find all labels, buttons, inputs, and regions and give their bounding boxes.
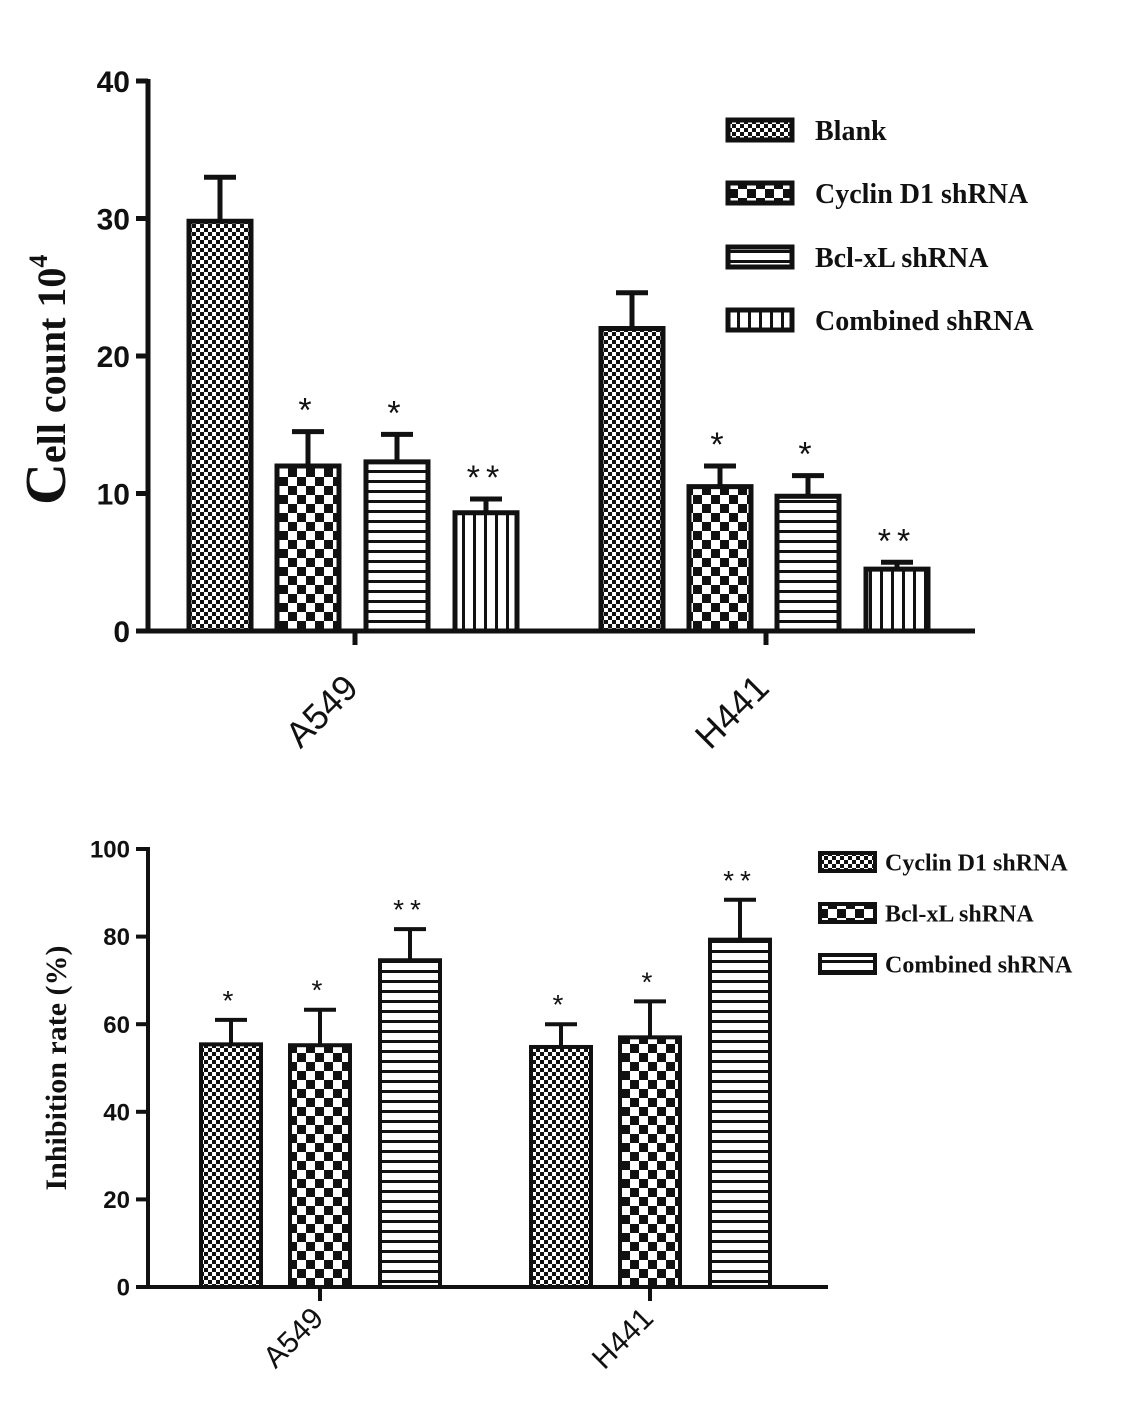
legend-label: Cyclin D1 shRNA	[885, 850, 1068, 876]
legend-label: Cyclin D1 shRNA	[815, 179, 1029, 210]
legend-swatch	[725, 307, 795, 333]
significance-mark: *	[553, 989, 570, 1020]
y-tick-label: 0	[117, 1275, 130, 1302]
y-axis-title: Inhibition rate (%)	[40, 945, 73, 1190]
y-tick-label: 10	[97, 478, 130, 511]
significance-mark: *	[387, 394, 406, 432]
significance-mark: *	[642, 966, 659, 997]
legend-label: Bcl-xL shRNA	[885, 901, 1034, 927]
y-axis-title-cap: C	[13, 463, 78, 505]
bar	[863, 566, 931, 634]
bar	[186, 218, 254, 634]
legend-swatch	[725, 244, 795, 270]
significance-mark: **	[467, 459, 505, 497]
legend-label: Combined shRNA	[815, 306, 1034, 337]
significance-mark: *	[710, 426, 729, 464]
y-tick-label: 40	[97, 66, 130, 99]
x-category-label: A549	[257, 1302, 330, 1375]
y-tick-label: 80	[103, 924, 130, 951]
legend-swatch	[725, 180, 795, 206]
bar	[288, 1043, 352, 1289]
significance-mark: *	[298, 392, 317, 430]
significance-mark: **	[878, 522, 916, 560]
bar	[618, 1035, 682, 1289]
legend-label: Combined shRNA	[885, 952, 1073, 978]
bar	[774, 493, 842, 634]
y-tick-label: 60	[103, 1012, 130, 1039]
bar	[452, 510, 520, 634]
bar	[199, 1042, 263, 1290]
legend-swatch	[818, 902, 877, 924]
y-tick-label: 20	[97, 341, 130, 374]
legend-swatch	[818, 851, 877, 873]
bar	[274, 463, 342, 634]
significance-mark: *	[312, 975, 329, 1006]
y-axis-title-superscript: 4	[24, 255, 53, 268]
y-tick-label: 20	[103, 1187, 130, 1214]
legend-label: Blank	[815, 116, 887, 147]
bar	[363, 459, 431, 634]
significance-mark: **	[723, 865, 757, 896]
legend-swatch	[725, 117, 795, 143]
bar	[708, 937, 772, 1290]
significance-mark: *	[223, 985, 240, 1016]
y-tick-label: 40	[103, 1099, 130, 1126]
y-axis-title: Cell count 104	[13, 255, 78, 505]
y-tick-label: 0	[113, 616, 130, 649]
x-category-label: A549	[277, 667, 365, 755]
significance-mark: *	[798, 436, 817, 474]
significance-mark: **	[393, 894, 427, 925]
bar	[598, 326, 666, 634]
y-tick-label: 100	[90, 837, 130, 864]
bar	[686, 484, 754, 634]
bar	[529, 1044, 593, 1289]
legend-label: Bcl-xL shRNA	[815, 243, 989, 274]
x-category-label: H441	[687, 667, 777, 757]
y-tick-label: 30	[97, 203, 130, 236]
x-category-label: H441	[586, 1302, 660, 1376]
legend-swatch	[818, 953, 877, 975]
y-axis-title-main: ell count 10	[29, 268, 74, 464]
bar	[378, 958, 442, 1289]
